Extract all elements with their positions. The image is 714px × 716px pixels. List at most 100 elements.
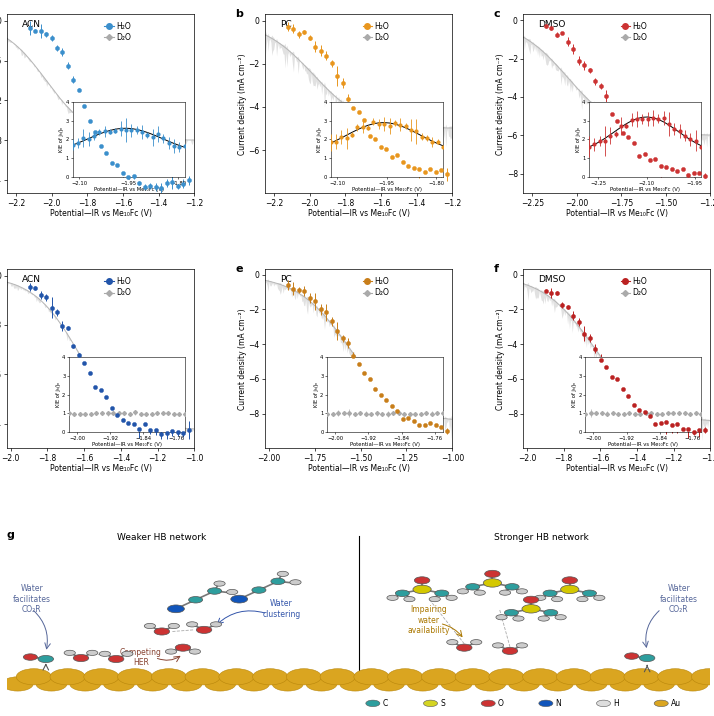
Circle shape — [435, 590, 449, 596]
Circle shape — [290, 580, 301, 585]
Circle shape — [86, 650, 98, 655]
Circle shape — [185, 669, 220, 685]
Circle shape — [16, 669, 51, 685]
Legend: H₂O, D₂O: H₂O, D₂O — [620, 277, 647, 297]
Circle shape — [456, 644, 472, 652]
Circle shape — [226, 589, 238, 594]
Circle shape — [211, 621, 221, 627]
Y-axis label: Current density (mA cm⁻²): Current density (mA cm⁻²) — [496, 308, 506, 410]
Circle shape — [678, 677, 708, 691]
Circle shape — [38, 655, 54, 662]
Circle shape — [624, 669, 659, 685]
X-axis label: Potential—IR vs Me₁₀Fc (V): Potential—IR vs Me₁₀Fc (V) — [50, 464, 151, 473]
Text: f: f — [493, 264, 498, 274]
Circle shape — [423, 700, 438, 707]
Circle shape — [36, 677, 67, 691]
Text: Au: Au — [671, 699, 681, 708]
Circle shape — [387, 595, 398, 601]
Circle shape — [144, 624, 156, 629]
Circle shape — [189, 649, 201, 654]
Circle shape — [610, 677, 640, 691]
Circle shape — [483, 579, 501, 587]
Circle shape — [596, 700, 610, 707]
Circle shape — [513, 616, 524, 621]
Circle shape — [471, 639, 482, 645]
Circle shape — [577, 596, 588, 601]
Circle shape — [214, 581, 225, 586]
Text: e: e — [236, 264, 243, 274]
Circle shape — [474, 590, 486, 595]
Circle shape — [485, 571, 500, 577]
Circle shape — [70, 677, 101, 691]
Circle shape — [188, 596, 203, 603]
Circle shape — [421, 669, 456, 685]
Circle shape — [505, 584, 519, 590]
Legend: H₂O, D₂O: H₂O, D₂O — [104, 21, 131, 42]
Circle shape — [366, 700, 380, 707]
Circle shape — [590, 669, 625, 685]
Circle shape — [64, 650, 76, 655]
Text: Impairing
water
availability: Impairing water availability — [408, 605, 451, 635]
Circle shape — [441, 677, 472, 691]
Circle shape — [166, 649, 176, 654]
Legend: H₂O, D₂O: H₂O, D₂O — [620, 21, 647, 42]
Text: b: b — [236, 9, 243, 19]
Circle shape — [562, 577, 578, 584]
Circle shape — [84, 669, 119, 685]
Circle shape — [502, 647, 518, 654]
Text: Water
facilitates
CO₂R: Water facilitates CO₂R — [13, 584, 51, 614]
Circle shape — [122, 652, 133, 657]
X-axis label: Potential—IR vs Me₁₀Fc (V): Potential—IR vs Me₁₀Fc (V) — [566, 209, 668, 218]
Circle shape — [551, 596, 563, 601]
X-axis label: Potential—IR vs Me₁₀Fc (V): Potential—IR vs Me₁₀Fc (V) — [308, 209, 410, 218]
Circle shape — [404, 596, 415, 601]
X-axis label: Potential—IR vs Me₁₀Fc (V): Potential—IR vs Me₁₀Fc (V) — [308, 464, 410, 473]
Circle shape — [154, 628, 170, 635]
Circle shape — [466, 584, 480, 590]
Text: C: C — [383, 699, 388, 708]
Text: ACN: ACN — [22, 19, 41, 29]
Circle shape — [168, 605, 184, 613]
Circle shape — [576, 677, 607, 691]
Circle shape — [340, 677, 371, 691]
Circle shape — [151, 669, 186, 685]
Circle shape — [186, 621, 198, 627]
Circle shape — [499, 590, 511, 595]
Circle shape — [24, 654, 37, 660]
Circle shape — [516, 643, 528, 648]
Circle shape — [253, 669, 288, 685]
Circle shape — [396, 590, 409, 596]
Circle shape — [238, 677, 269, 691]
Circle shape — [277, 571, 288, 576]
Circle shape — [508, 677, 540, 691]
Circle shape — [407, 677, 438, 691]
Text: Weaker HB network: Weaker HB network — [117, 533, 206, 542]
Text: O: O — [498, 699, 504, 708]
Circle shape — [625, 653, 639, 659]
Circle shape — [446, 595, 457, 601]
Circle shape — [354, 669, 389, 685]
Y-axis label: Current density (mA cm⁻²): Current density (mA cm⁻²) — [238, 53, 247, 155]
Circle shape — [544, 609, 558, 616]
Circle shape — [691, 669, 714, 685]
Circle shape — [543, 677, 573, 691]
X-axis label: Potential—IR vs Me₁₀Fc (V): Potential—IR vs Me₁₀Fc (V) — [566, 464, 668, 473]
Y-axis label: Current density (mA cm⁻²): Current density (mA cm⁻²) — [238, 308, 247, 410]
Circle shape — [252, 587, 266, 594]
Text: g: g — [6, 530, 14, 540]
Circle shape — [118, 669, 153, 685]
Circle shape — [539, 700, 553, 707]
Circle shape — [414, 577, 430, 584]
Circle shape — [523, 596, 539, 604]
Circle shape — [516, 589, 528, 594]
Circle shape — [583, 590, 596, 596]
Circle shape — [560, 585, 579, 594]
Text: S: S — [441, 699, 445, 708]
Text: PC: PC — [280, 19, 292, 29]
Circle shape — [231, 595, 248, 603]
Circle shape — [373, 677, 405, 691]
Legend: H₂O, D₂O: H₂O, D₂O — [104, 277, 131, 297]
Text: c: c — [493, 9, 500, 19]
Text: Competing
HER: Competing HER — [120, 648, 161, 667]
Circle shape — [654, 700, 668, 707]
